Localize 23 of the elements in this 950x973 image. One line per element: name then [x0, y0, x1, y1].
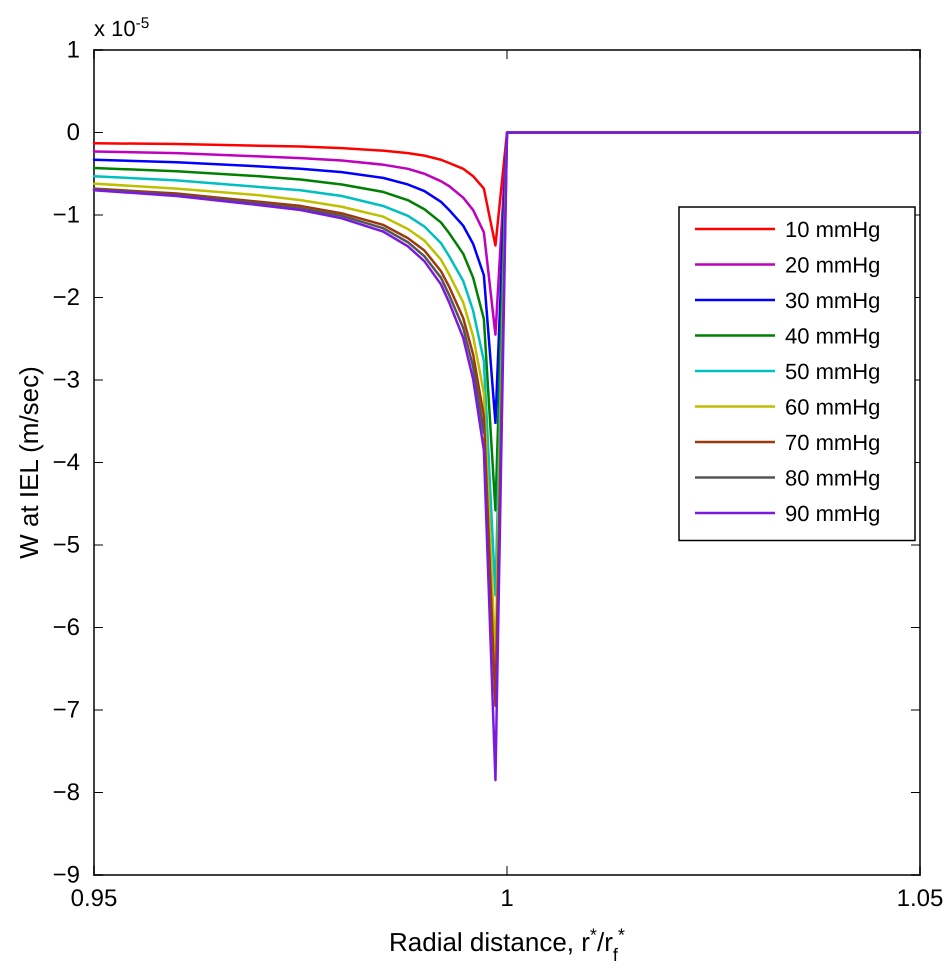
y-tick-label: −4	[52, 449, 80, 476]
y-tick-label: −8	[52, 779, 80, 806]
text: x 10$^{-5}$	[94, 14, 150, 41]
y-tick-label: −7	[52, 696, 80, 724]
y-tick-label: 0	[66, 119, 80, 146]
legend-label: 70 mmHg	[785, 430, 880, 455]
x-tick-label: 1.05	[896, 885, 944, 912]
y-tick-label: −5	[52, 532, 80, 559]
legend-label: 60 mmHg	[785, 394, 880, 420]
legend-label: 80 mmHg	[785, 466, 880, 490]
y-tick-label: 1	[66, 36, 80, 64]
legend-label: 50 mmHg	[785, 359, 880, 384]
legend-label: 10 mmHg	[785, 217, 880, 242]
legend-label: 90 mmHg	[785, 501, 880, 526]
y-axis-title: W at IEL (m/sec)	[14, 366, 44, 559]
legend-label: 20 mmHg	[785, 252, 880, 278]
legend-label: 40 mmHg	[785, 324, 880, 348]
y-tick-label: −6	[52, 614, 80, 642]
x-tick-label: 1	[500, 885, 514, 912]
legend-label: 30 mmHg	[785, 288, 880, 313]
y-tick-label: −3	[52, 366, 80, 394]
y-tick-label: −1	[52, 202, 80, 229]
y-tick-label: −2	[52, 284, 80, 312]
